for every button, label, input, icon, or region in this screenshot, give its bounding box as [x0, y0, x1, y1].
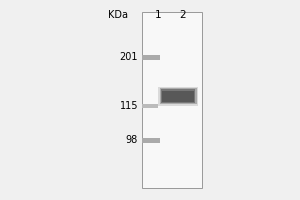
- Bar: [158, 86, 198, 106]
- Bar: [142, 12, 202, 188]
- Bar: [142, 54, 160, 60]
- Bar: [161, 89, 195, 103]
- Text: 1: 1: [155, 10, 161, 20]
- Bar: [142, 138, 160, 142]
- Bar: [160, 88, 197, 104]
- Bar: [162, 90, 194, 102]
- Bar: [142, 104, 158, 108]
- Text: 115: 115: [119, 101, 138, 111]
- Text: 2: 2: [180, 10, 186, 20]
- Text: 201: 201: [119, 52, 138, 62]
- Text: KDa: KDa: [108, 10, 128, 20]
- Text: 98: 98: [126, 135, 138, 145]
